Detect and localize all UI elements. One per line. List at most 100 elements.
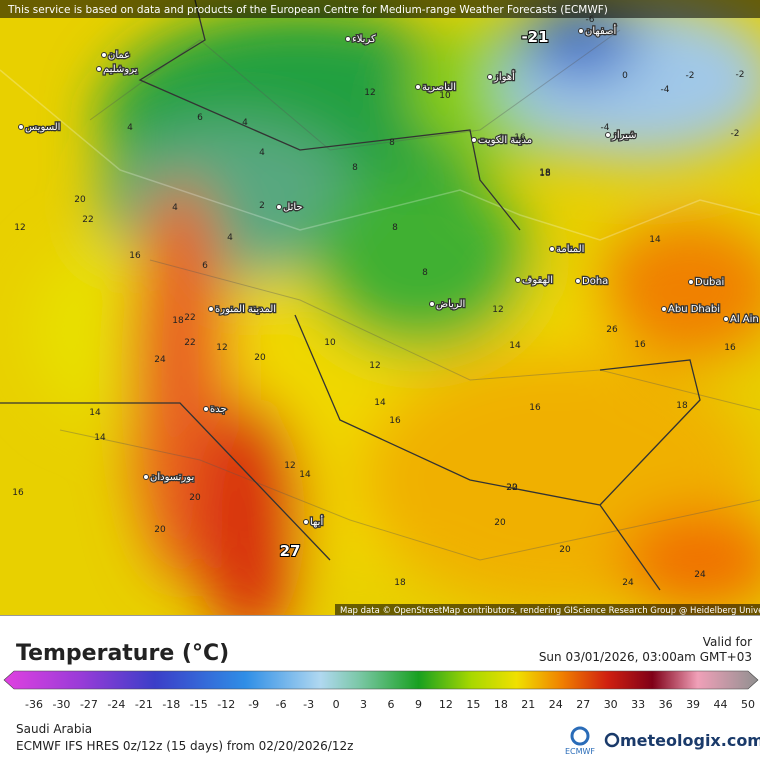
colorbar-tick-label: 21 [521, 698, 535, 711]
city-label: أبها [310, 515, 323, 528]
colorbar-tick-label: 33 [631, 698, 645, 711]
city-dot [723, 316, 729, 322]
temperature-label: 6 [197, 113, 203, 123]
ecmwf-text: ECMWF [565, 747, 595, 756]
colorbar-tick-label: 18 [494, 698, 508, 711]
city-dot [203, 406, 209, 412]
colorbar-tick-label: 44 [714, 698, 728, 711]
temperature-label: 4 [227, 233, 233, 243]
ecmwf-logo [570, 726, 590, 746]
temperature-label: 24 [154, 355, 166, 365]
city-label: Dubai [695, 277, 724, 288]
colorbar-tick-label: 9 [415, 698, 422, 711]
city-label: شيراز [611, 130, 637, 141]
temperature-label: 12 [364, 88, 375, 98]
temperature-label: 8 [389, 138, 395, 148]
city-dot [303, 519, 309, 525]
temperature-label: 22 [184, 313, 195, 323]
temperature-label: 16 [514, 133, 526, 143]
temperature-label: 22 [82, 215, 93, 225]
colorbar-tick-label: 12 [439, 698, 453, 711]
city-dot [661, 306, 667, 312]
city-label: الناصرية [422, 82, 456, 93]
temperature-label: 12 [216, 343, 227, 353]
temperature-labels: -21-6-20-4-2-4-246 4488101216244688101218… [12, 15, 744, 588]
temperature-label: 6 [202, 261, 208, 271]
temperature-label: 14 [374, 398, 386, 408]
city-label: السويس [25, 122, 60, 133]
temperature-label: 4 [259, 148, 265, 158]
temperature-label: 8 [422, 268, 428, 278]
temperature-label: 14 [649, 235, 661, 245]
city-dot [415, 84, 421, 90]
temperature-label: -2 [686, 71, 695, 81]
city-dot [515, 277, 521, 283]
temperature-label: 16 [529, 403, 541, 413]
temperature-label: 16 [724, 343, 736, 353]
city-dot [471, 137, 477, 143]
city-label: عمان [108, 50, 130, 61]
temperature-label: 24 [622, 578, 634, 588]
temperature-label: 22 [506, 483, 517, 493]
colorbar-tick-label: -3 [303, 698, 314, 711]
colorbar-tick-label: -18 [162, 698, 180, 711]
city-label: المنامة [556, 244, 584, 255]
city-label: جدة [210, 404, 227, 415]
colorbar-tick-label: -27 [80, 698, 98, 711]
temperature-label: 14 [299, 470, 311, 480]
temperature-label: 18 [172, 316, 184, 326]
model: ECMWF IFS HRES 0z/12z (15 days) from 02/… [16, 739, 353, 753]
temperature-label: 10 [439, 91, 451, 101]
temperature-label: 2 [259, 201, 265, 211]
city-label: كربلاء [352, 34, 376, 45]
city-label: الهفوف [522, 275, 553, 286]
colorbar-tick-label: -36 [25, 698, 43, 711]
city-dot [688, 279, 694, 285]
colorbar-tick-label: 30 [604, 698, 618, 711]
temperature-label: 4 [242, 118, 248, 128]
colorbar-tick-label: 24 [549, 698, 563, 711]
city-label: Abu Dhabi [668, 304, 720, 315]
temperature-label: 4 [127, 123, 133, 133]
city-dot [276, 204, 282, 210]
colorbar-tick-label: 0 [333, 698, 340, 711]
city-label: الرياض [436, 299, 465, 310]
temperature-label: 14 [509, 341, 521, 351]
attribution: Map data © OpenStreetMap contributors, r… [340, 606, 760, 616]
city-label: مدينة الكويت [478, 135, 532, 146]
brand: meteologix.com [620, 731, 760, 750]
temperature-label: 4 [172, 203, 178, 213]
temperature-label: -6 [586, 15, 595, 25]
colorbar-ticks: -36 -30 -27 -24 -21 -18 -15 -12 -9 -6 -3 0 3 6 9 12 15 18… [25, 698, 755, 711]
colorbar-tick-label: 39 [686, 698, 700, 711]
temperature-label: 8 [392, 223, 398, 233]
temperature-label: 20 [559, 545, 571, 555]
city-dot [575, 278, 581, 284]
temperature-label: 8 [352, 163, 358, 173]
temperature-label: 20 [189, 493, 201, 503]
temperature-label: 18 [394, 578, 406, 588]
temperature-label: 16 [129, 251, 141, 261]
city-labels: عمان يروشليم كربلاء أصفهان الناصرية أهواز مدين… [18, 23, 760, 529]
temperature-label: -4 [661, 85, 670, 95]
city-dot [487, 74, 493, 80]
temperature-label: 27 [280, 542, 301, 560]
city-dot [143, 474, 149, 480]
city-dot [605, 132, 611, 138]
city-dot [96, 66, 102, 72]
notice: This service is based on data and produc… [7, 4, 608, 16]
city-label: أصفهان [585, 24, 617, 37]
temperature-label: 12 [492, 305, 503, 315]
temperature-label: -2 [736, 70, 745, 80]
temperature-label: 16 [389, 416, 401, 426]
temperature-label: 10 [324, 338, 336, 348]
temperature-label: 18 [539, 169, 551, 179]
city-label: Doha [582, 276, 608, 287]
city-dot [345, 36, 351, 42]
colorbar-tick-label: 6 [388, 698, 395, 711]
colorbar-tick-label: 36 [659, 698, 673, 711]
temperature-label: 16 [634, 340, 646, 350]
temperature-label: 20 [154, 525, 166, 535]
legend-title: Temperature (°C) [16, 641, 229, 666]
